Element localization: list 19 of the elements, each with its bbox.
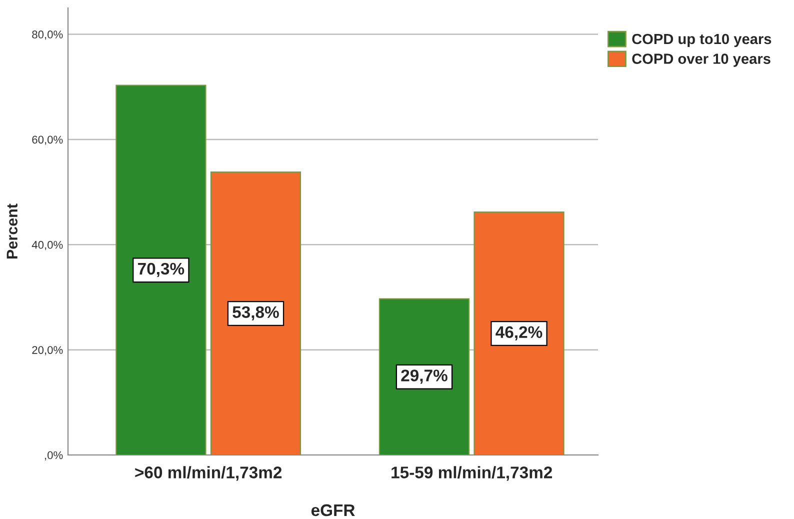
x-tick-label: 15-59 ml/min/1,73m2 [392, 466, 552, 481]
bar [474, 211, 564, 455]
legend-label: COPD up to10 years [632, 34, 772, 48]
bar [210, 172, 302, 455]
y-tick-label: 20,0% [32, 346, 63, 356]
y-tick-label: 60,0% [32, 136, 63, 145]
data-label: 46,2% [496, 326, 542, 340]
bar [116, 84, 206, 455]
y-tick-label: ,0% [44, 451, 63, 460]
y-tick-label: 40,0% [32, 240, 63, 250]
data-label: 70,3% [138, 262, 184, 278]
data-label: 29,7% [401, 370, 448, 384]
bar [378, 298, 470, 455]
y-axis-title: Percent [6, 204, 18, 258]
x-axis-title: eGFR [311, 504, 355, 516]
y-tick-label: 80,0% [32, 30, 63, 40]
legend-label: COPD over 10 years [632, 54, 770, 67]
x-tick-label: >60 ml/min/1,73m2 [135, 466, 282, 481]
data-label: 53,8% [232, 306, 279, 320]
